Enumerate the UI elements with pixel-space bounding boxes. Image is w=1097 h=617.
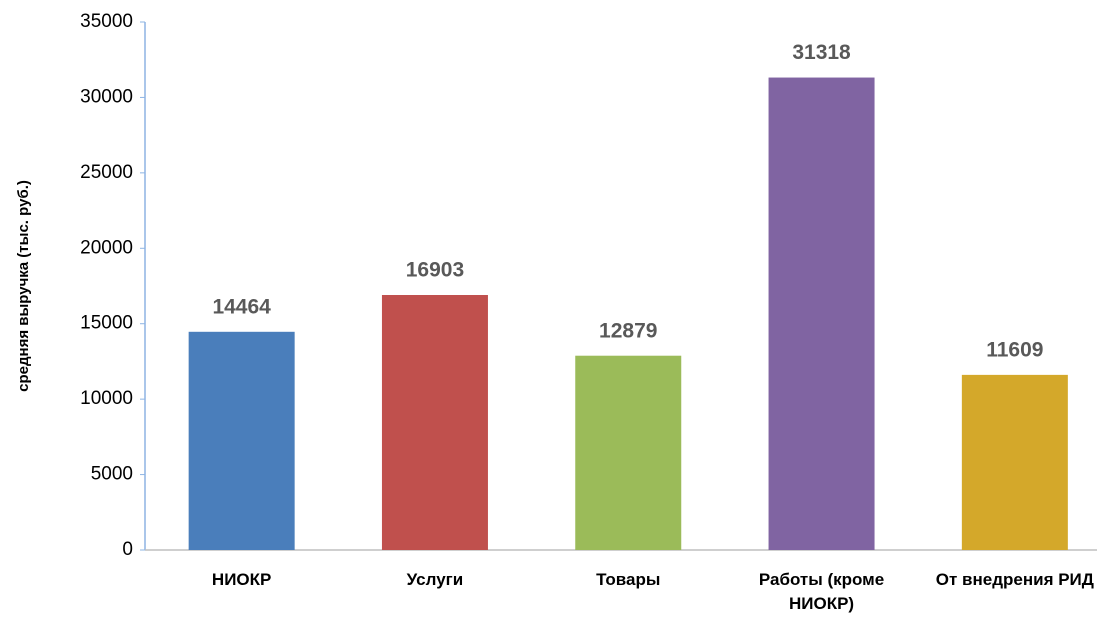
y-tick-label: 25000 [80,162,133,183]
x-tick-label: Работы (кроме НИОКР) [758,570,885,613]
y-axis-label: средняя выручка (тыс. руб.) [15,180,32,392]
value-label: 11609 [986,338,1043,361]
bar [961,374,1068,550]
value-label: 14464 [212,295,271,318]
y-tick-label: 10000 [80,388,133,409]
bar [575,355,682,550]
x-tick-label: НИОКР [211,570,272,589]
bar [188,331,295,550]
y-tick-label: 0 [122,539,133,560]
y-tick-label: 5000 [91,464,133,485]
value-label: 12879 [599,319,657,342]
x-tick-label: Товары [596,570,661,589]
x-tick-label: От внедрения РИД [935,570,1094,589]
y-tick-label: 30000 [80,86,133,107]
x-tick-label: Услуги [406,570,464,589]
y-tick-label: 15000 [80,313,133,334]
y-tick-label: 35000 [80,11,133,32]
value-label: 31318 [792,41,851,64]
bar [381,295,488,550]
value-label: 16903 [406,259,464,282]
bar [768,77,875,551]
y-tick-label: 20000 [80,237,133,258]
